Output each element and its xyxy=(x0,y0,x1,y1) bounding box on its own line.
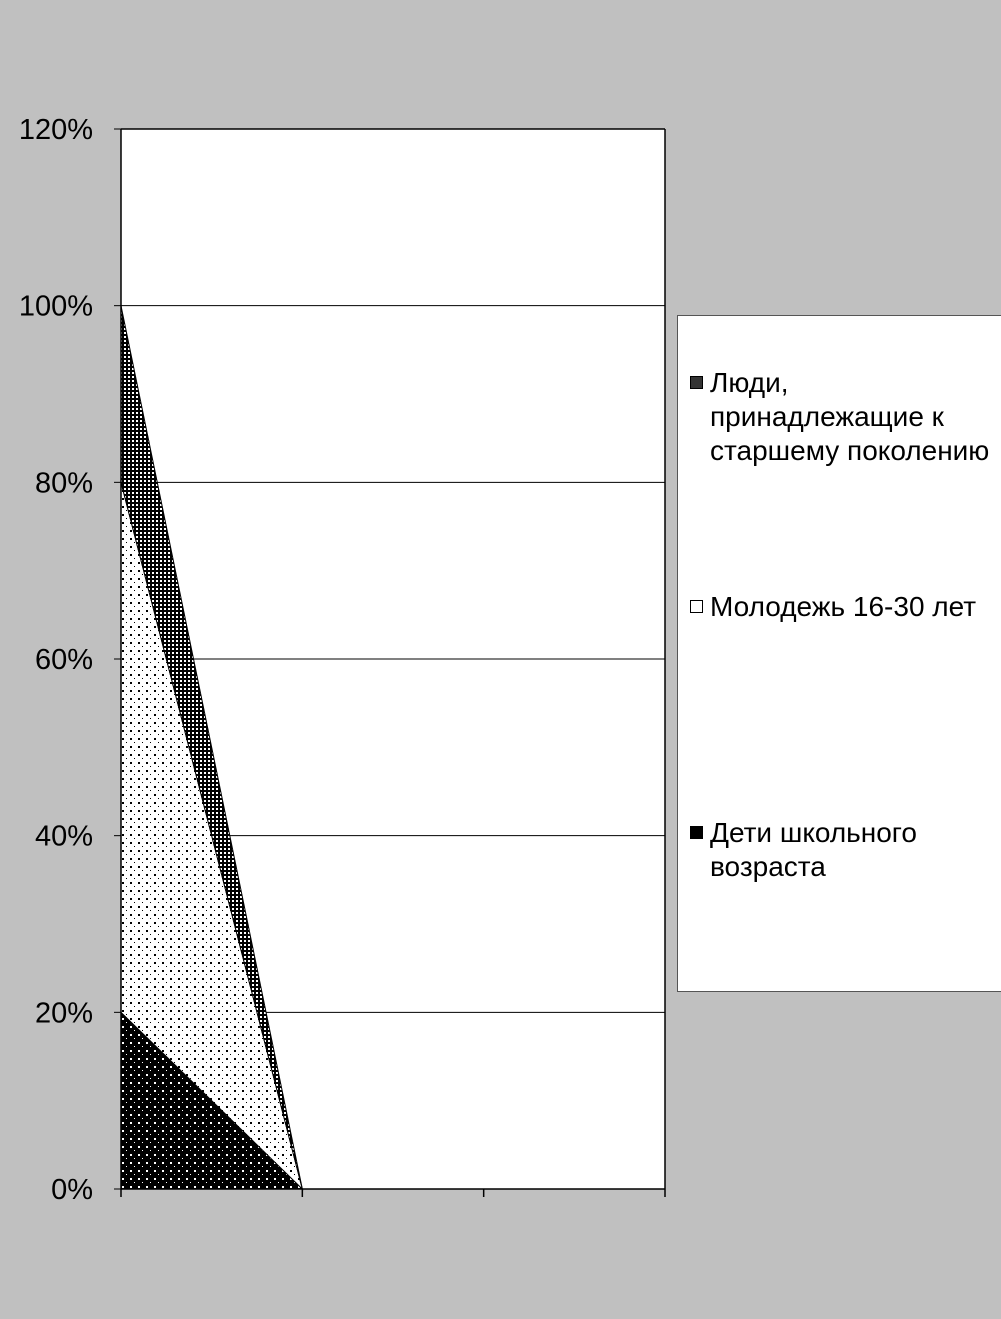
legend-item-youth: Молодежь 16-30 лет xyxy=(690,590,990,624)
area-series-group xyxy=(120,305,304,1191)
y-tick-label: 60% xyxy=(35,644,93,676)
legend: Люди, принадлежащие к старшему поколению… xyxy=(677,315,1001,992)
y-tick-label: 100% xyxy=(19,291,93,323)
y-tick-label: 20% xyxy=(35,997,93,1029)
legend-swatch-youth xyxy=(690,600,703,613)
legend-label-older: Люди, принадлежащие к старшему поколению xyxy=(710,367,990,466)
y-tick-labels: 0% 20% 40% 60% 80% 100% 120% xyxy=(19,114,121,1206)
legend-item-children: Дети школьного возраста xyxy=(690,816,990,884)
y-tick-label: 0% xyxy=(51,1174,93,1206)
y-tick-label: 40% xyxy=(35,821,93,853)
legend-label-children: Дети школьного возраста xyxy=(710,817,917,882)
legend-item-older: Люди, принадлежащие к старшему поколению xyxy=(690,366,990,468)
legend-label-youth: Молодежь 16-30 лет xyxy=(710,591,977,622)
y-tick-label: 80% xyxy=(35,467,93,499)
y-tick-label: 120% xyxy=(19,114,93,146)
legend-swatch-older xyxy=(690,376,703,389)
legend-swatch-children xyxy=(690,826,703,839)
